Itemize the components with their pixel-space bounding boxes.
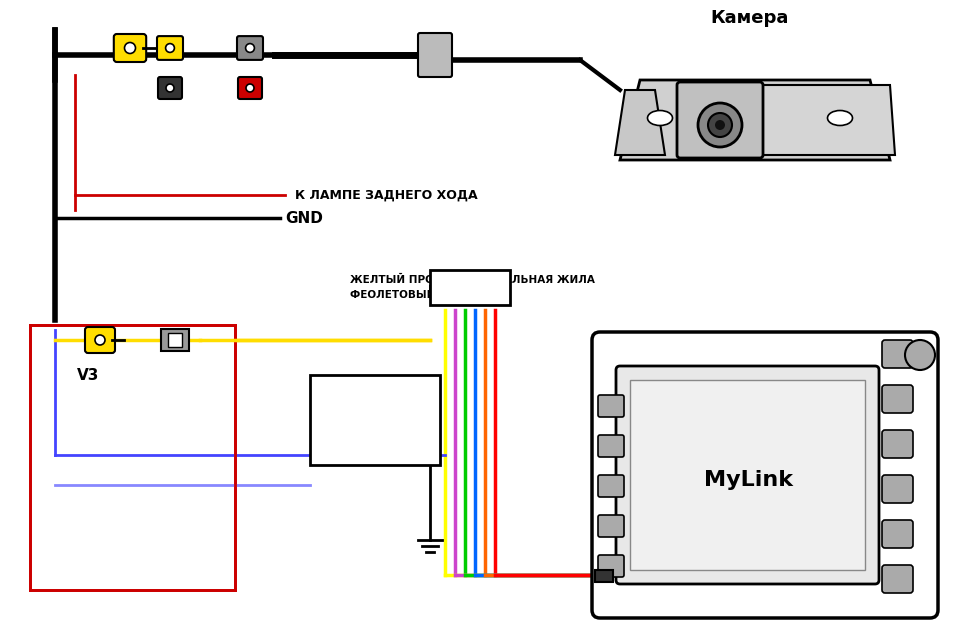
Text: РАЗЪЕМ AUX: РАЗЪЕМ AUX [428, 285, 512, 295]
Bar [595, 570, 613, 582]
FancyBboxPatch shape [598, 515, 624, 537]
Bar [430, 270, 510, 305]
FancyBboxPatch shape [598, 475, 624, 497]
FancyBboxPatch shape [158, 77, 182, 99]
Circle shape [95, 335, 105, 345]
FancyBboxPatch shape [882, 475, 913, 503]
FancyBboxPatch shape [616, 366, 879, 584]
Circle shape [125, 43, 135, 54]
Circle shape [905, 340, 935, 370]
FancyBboxPatch shape [418, 33, 452, 77]
Polygon shape [615, 90, 665, 155]
Circle shape [698, 103, 742, 147]
FancyBboxPatch shape [85, 327, 115, 353]
Ellipse shape [828, 111, 852, 125]
FancyBboxPatch shape [882, 385, 913, 413]
Circle shape [708, 113, 732, 137]
FancyBboxPatch shape [882, 340, 913, 368]
FancyBboxPatch shape [592, 332, 938, 618]
Circle shape [715, 120, 725, 130]
Ellipse shape [647, 111, 673, 125]
Circle shape [246, 43, 254, 52]
Polygon shape [620, 80, 890, 160]
Text: GND: GND [285, 210, 323, 226]
Text: 85: 85 [312, 450, 324, 460]
Text: Камера: Камера [710, 9, 789, 27]
FancyBboxPatch shape [598, 555, 624, 577]
Circle shape [166, 43, 175, 52]
FancyBboxPatch shape [882, 520, 913, 548]
FancyBboxPatch shape [237, 36, 263, 60]
Bar [161, 329, 189, 351]
Text: ФЕОЛЕТОВЫЙ ЭКРАН: ФЕОЛЕТОВЫЙ ЭКРАН [350, 290, 479, 300]
Text: 86: 86 [422, 450, 434, 460]
Bar [310, 375, 440, 465]
FancyBboxPatch shape [882, 565, 913, 593]
FancyBboxPatch shape [238, 77, 262, 99]
Text: К ЛАМПЕ ЗАДНЕГО ХОДА: К ЛАМПЕ ЗАДНЕГО ХОДА [295, 189, 478, 201]
FancyBboxPatch shape [882, 430, 913, 458]
Text: ЖЕЛТЫЙ ПРОВОД ЦЕНТРАЛЬНАЯ ЖИЛА: ЖЕЛТЫЙ ПРОВОД ЦЕНТРАЛЬНАЯ ЖИЛА [350, 272, 595, 284]
Text: 30: 30 [312, 380, 324, 390]
Text: НОРМАЛЬНО
ЗАМКНУТОЕ
РЕЛЕ: НОРМАЛЬНО ЗАМКНУТОЕ РЕЛЕ [334, 403, 417, 436]
Polygon shape [760, 85, 895, 155]
FancyBboxPatch shape [598, 395, 624, 417]
FancyBboxPatch shape [677, 82, 763, 158]
Text: MyLink: MyLink [704, 470, 793, 490]
Bar [168, 333, 182, 347]
Text: 87а: 87а [422, 380, 441, 390]
FancyBboxPatch shape [598, 435, 624, 457]
Bar [630, 380, 865, 570]
Text: V3: V3 [77, 367, 99, 383]
FancyBboxPatch shape [157, 36, 183, 60]
Bar [30, 325, 235, 590]
FancyBboxPatch shape [114, 34, 146, 62]
Circle shape [246, 84, 254, 92]
Circle shape [166, 84, 174, 92]
